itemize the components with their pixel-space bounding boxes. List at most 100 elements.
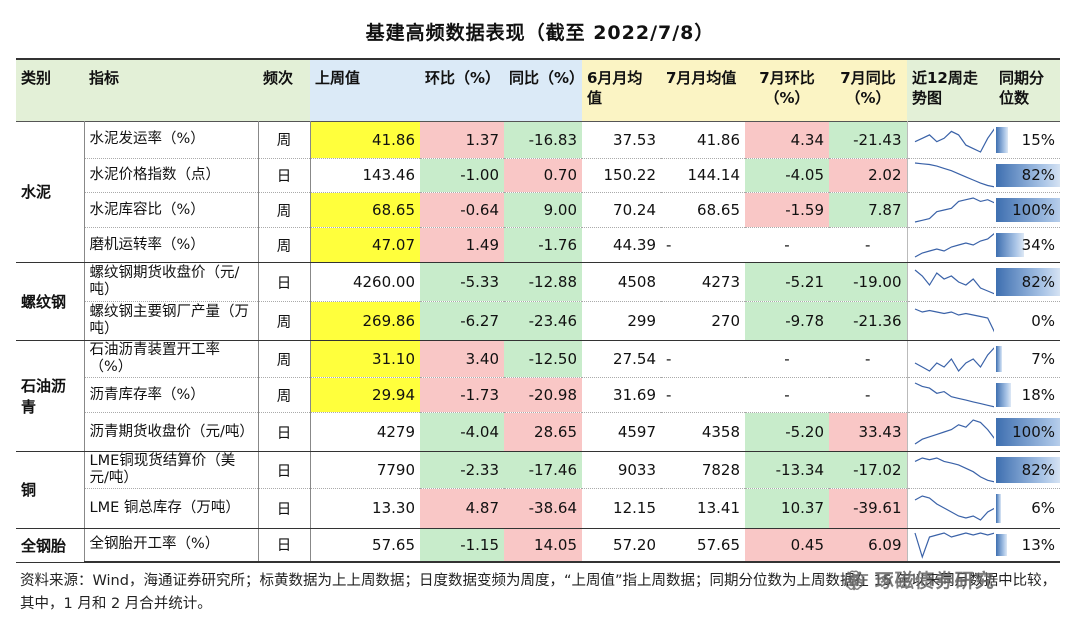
- header-yoy: 同比（%）: [504, 59, 582, 121]
- indicator-cell: 水泥价格指数（点）: [84, 158, 259, 194]
- table-row: 螺纹钢 螺纹钢期货收盘价（元/吨）日 4260.00 -5.33 -12.88 4508 4…: [16, 262, 1060, 342]
- table-row: 全钢胎 全钢胎开工率（%）日 57.65 -1.15 14.05 57.20 57.65 0.…: [16, 528, 1060, 563]
- table-row: 水泥 水泥发运率（%）周 41.86 1.37 -16.83 37.53 41.86 4.34…: [16, 121, 1060, 264]
- indicator-cell: 水泥发运率（%）: [84, 121, 259, 159]
- percentile-cell: 100%: [994, 412, 1060, 453]
- jul-avg-cell: 57.65: [661, 528, 745, 563]
- trend-sparkline-cell: [906, 301, 994, 342]
- jun-avg-cell: 27.54: [582, 340, 661, 379]
- sparkline-line: [914, 197, 994, 223]
- sparkline-line: [914, 419, 994, 445]
- percentile-cell: 7%: [994, 340, 1060, 379]
- percentile-value: 13%: [1021, 535, 1055, 554]
- percentile-cell: 100%: [994, 192, 1060, 229]
- category-cell: 全钢胎: [16, 528, 85, 563]
- table-row: 石油沥青 石油沥青装置开工率（%）周 31.10 3.40 -12.50 27.54- - -…: [16, 340, 1060, 453]
- table-row: 水泥库容比（%）周 68.65 -0.64 9.00 70.24 68.65 -1.59 7.…: [16, 192, 1060, 229]
- yoy-cell: -17.46: [504, 451, 582, 490]
- yoy-cell: -20.98: [504, 377, 582, 414]
- indicator-cell: 沥青库存率（%）: [84, 377, 259, 414]
- header-trend: 近12周走势图: [907, 59, 994, 121]
- jul-mom-cell: -4.05: [745, 158, 829, 194]
- frequency-cell: 周: [258, 121, 311, 159]
- sparkline-line: [914, 382, 994, 408]
- last-week-cell: 57.65: [310, 528, 420, 563]
- trend-sparkline-cell: [906, 227, 994, 264]
- wow-cell: 1.37: [420, 121, 504, 159]
- jul-yoy-cell: -: [829, 340, 907, 379]
- trend-sparkline: [914, 162, 994, 188]
- jul-yoy-cell: 6.09: [829, 528, 907, 563]
- frequency-cell: 周: [258, 227, 311, 264]
- jul-mom-cell: -13.34: [745, 451, 829, 490]
- trend-sparkline: [914, 197, 994, 223]
- table-row: 铜 LME铜现货结算价（美元/吨）日 7790 -2.33 -17.46 9033 7828…: [16, 451, 1060, 529]
- yoy-cell: -12.88: [504, 262, 582, 303]
- yoy-cell: -23.46: [504, 301, 582, 342]
- jul-avg-cell: 68.65: [661, 192, 745, 229]
- jul-avg-cell: 270: [661, 301, 745, 342]
- jul-yoy-cell: -21.43: [829, 121, 907, 159]
- yoy-cell: 28.65: [504, 412, 582, 453]
- percentile-bar: [996, 533, 1007, 556]
- percentile-bar: [996, 418, 1060, 447]
- percentile-bar: [996, 383, 1011, 408]
- jul-avg-cell: 144.14: [661, 158, 745, 194]
- source-note: 资料来源：Wind，海通证券研究所；标黄数据为上上周数据；日度数据变频为周度，“…: [20, 573, 1057, 612]
- table-row: LME 铜总库存（万吨）日 13.30 4.87 -38.64 12.15 13.41 10…: [16, 488, 1060, 529]
- jun-avg-cell: 4508: [582, 262, 661, 303]
- category-cell: 螺纹钢: [16, 262, 85, 342]
- last-week-cell: 143.46: [310, 158, 420, 194]
- percentile-value: 82%: [1021, 273, 1055, 292]
- trend-sparkline-cell: [906, 412, 994, 453]
- infrastructure-data-table: 类别 指标 频次 上周值 环比（%） 同比（%） 6月月均值 7月月均值 7月环…: [16, 58, 1060, 563]
- percentile-value: 18%: [1021, 386, 1055, 405]
- jul-yoy-cell: -21.36: [829, 301, 907, 342]
- trend-sparkline: [914, 347, 994, 373]
- jul-yoy-cell: 2.02: [829, 158, 907, 194]
- category-cell: 铜: [16, 451, 85, 529]
- wow-cell: -1.00: [420, 158, 504, 194]
- percentile-cell: 34%: [994, 227, 1060, 264]
- indicator-cell: 水泥库容比（%）: [84, 192, 259, 229]
- indicator-cell: LME铜现货结算价（美元/吨）: [84, 451, 259, 490]
- percentile-cell: 15%: [994, 121, 1060, 159]
- jul-mom-cell: -1.59: [745, 192, 829, 229]
- header-wow: 环比（%）: [420, 59, 504, 121]
- indicator-cell: 石油沥青装置开工率（%）: [84, 340, 259, 379]
- wow-cell: -2.33: [420, 451, 504, 490]
- jul-mom-cell: 4.34: [745, 121, 829, 159]
- indicator-cell: 磨机运转率（%）: [84, 227, 259, 264]
- wow-cell: 3.40: [420, 340, 504, 379]
- trend-sparkline-cell: [906, 528, 994, 563]
- table-header-row: 类别 指标 频次 上周值 环比（%） 同比（%） 6月月均值 7月月均值 7月环…: [16, 59, 1060, 121]
- wow-cell: -1.15: [420, 528, 504, 563]
- trend-sparkline-cell: [906, 340, 994, 379]
- jul-mom-cell: -: [745, 377, 829, 414]
- sparkline-line: [914, 269, 994, 295]
- indicator-cell: 螺纹钢期货收盘价（元/吨）: [84, 262, 259, 303]
- category-cell: 石油沥青: [16, 340, 85, 453]
- frequency-cell: 日: [258, 412, 311, 453]
- percentile-bar: [996, 233, 1024, 258]
- last-week-cell: 4260.00: [310, 262, 420, 303]
- last-week-cell: 41.86: [310, 121, 420, 159]
- percentile-cell: 82%: [994, 158, 1060, 194]
- yoy-cell: 0.70: [504, 158, 582, 194]
- frequency-cell: 日: [258, 451, 311, 490]
- percentile-value: 7%: [1031, 350, 1055, 369]
- jul-mom-cell: 0.45: [745, 528, 829, 563]
- yoy-cell: 14.05: [504, 528, 582, 563]
- frequency-cell: 日: [258, 158, 311, 194]
- percentile-cell: 82%: [994, 451, 1060, 490]
- wow-cell: -0.64: [420, 192, 504, 229]
- percentile-cell: 82%: [994, 262, 1060, 303]
- trend-sparkline-cell: [906, 451, 994, 490]
- jun-avg-cell: 9033: [582, 451, 661, 490]
- header-percentile: 同期分位数: [994, 59, 1060, 121]
- jun-avg-cell: 31.69: [582, 377, 661, 414]
- last-week-cell: 47.07: [310, 227, 420, 264]
- header-last-week: 上周值: [310, 59, 420, 121]
- yoy-cell: -38.64: [504, 488, 582, 529]
- percentile-bar: [996, 346, 1002, 373]
